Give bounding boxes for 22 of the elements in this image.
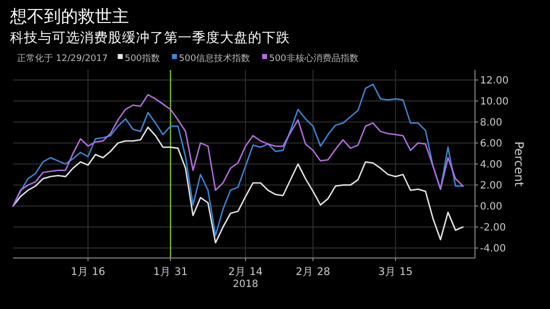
y-tick-label: 4.00 (480, 160, 502, 170)
y-tick-label: 8.00 (480, 117, 502, 128)
chart-title: 想不到的救世主 (9, 7, 129, 27)
y-tick-label: -4.00 (480, 244, 506, 255)
y-tick-label: 10.00 (480, 96, 509, 108)
x-tick-label: 3月 15 (378, 266, 413, 278)
y-tick-label: 6.00 (480, 138, 502, 150)
text: 正常化于 12/29/2017 (17, 53, 108, 64)
y-tick-label: 2.00 (480, 180, 502, 192)
legend-label: 500指数 (124, 53, 160, 64)
y-axis-title: Percent (512, 141, 526, 187)
x-tick-label: 2月 14 (228, 266, 264, 278)
y-tick-label: 0.00 (480, 202, 502, 213)
text: 2018 (232, 279, 258, 290)
y-tick-label: -2.00 (480, 222, 506, 234)
x-tick-label: 1月 31 (153, 266, 188, 278)
chart-subtitle: 科技与可选消费股缓冲了第一季度大盘的下跌 (10, 30, 290, 46)
y-tick-label: 12.00 (480, 75, 509, 86)
x-tick-label: 1月 16 (70, 266, 106, 278)
legend-label: 500信息技术指数 (178, 53, 250, 64)
legend-label: 500非核心消费品指数 (269, 53, 358, 64)
x-tick-label: 2月 28 (296, 266, 330, 278)
